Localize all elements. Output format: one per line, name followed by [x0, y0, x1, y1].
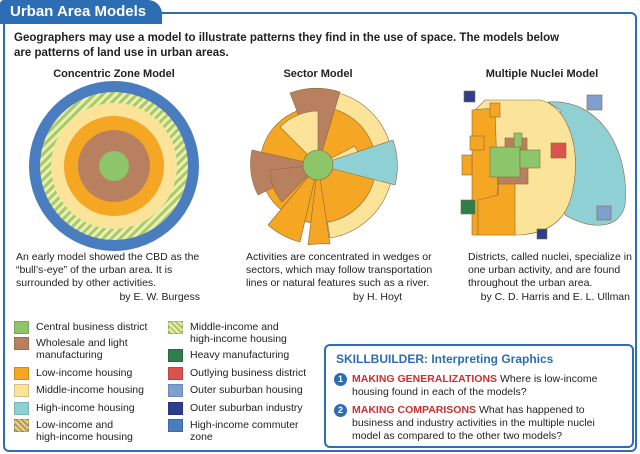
- sector-diagram: [250, 88, 398, 246]
- legend-swatch: [168, 419, 183, 432]
- skillbuilder-title: SKILLBUILDER: Interpreting Graphics: [336, 352, 554, 366]
- legend-label: Central business district: [36, 321, 148, 333]
- legend-item: High-income housing: [14, 402, 164, 415]
- legend-item: Middle-income housing: [14, 384, 164, 397]
- nuclei-diagram: [460, 90, 626, 240]
- header-tab: Urban Area Models: [0, 0, 163, 24]
- model-caption: Activities are concentrated in wedges or…: [246, 251, 433, 289]
- concentric-diagram: [29, 81, 199, 251]
- model-author: by H. Hoyt: [352, 291, 402, 303]
- model-caption: An early model showed the CBD as the “bu…: [16, 251, 200, 289]
- legend-label: Outer suburban housing: [190, 384, 303, 396]
- model-title: Concentric Zone Model: [53, 68, 175, 80]
- legend-swatch: [14, 321, 29, 334]
- legend-item: Low-income and high-income housing: [14, 419, 134, 443]
- legend-label: Low-income housing: [36, 367, 133, 379]
- legend-swatch: [168, 321, 183, 334]
- question-number: 1: [334, 373, 347, 386]
- question: 2 MAKING COMPARISONS What has happened t…: [334, 404, 626, 443]
- question-heading: MAKING COMPARISONS: [352, 404, 477, 416]
- legend-item: Middle-income and high-income housing: [168, 321, 288, 345]
- model-author: by E. W. Burgess: [119, 291, 200, 303]
- model-author: by C. D. Harris and E. L. Ullman: [480, 291, 630, 303]
- legend-swatch: [14, 419, 29, 432]
- model-caption: Districts, called nuclei, specialize in …: [468, 251, 632, 289]
- legend-label: Outer suburban industry: [190, 402, 303, 414]
- legend-label: Heavy manufacturing: [190, 349, 290, 361]
- legend-item: High-income commuter zone: [168, 419, 318, 443]
- question: 1 MAKING GENERALIZATIONS Where is low-in…: [334, 373, 626, 399]
- legend-label: Middle-income housing: [36, 384, 144, 396]
- legend-item: Outlying business district: [168, 367, 318, 380]
- legend-label: High-income commuter zone: [190, 419, 299, 443]
- legend-swatch: [14, 337, 29, 350]
- legend-swatch: [168, 367, 183, 380]
- legend-label: High-income housing: [36, 402, 135, 414]
- question-heading: MAKING GENERALIZATIONS: [352, 373, 498, 385]
- question-body: What has happened to business and indust…: [352, 404, 595, 442]
- legend-item: Central business district: [14, 321, 164, 334]
- question-text: MAKING COMPARISONS What has happened to …: [352, 404, 626, 443]
- legend-item: Wholesale and light manufacturing: [14, 337, 134, 361]
- legend-item: Outer suburban housing: [168, 384, 318, 397]
- legend-swatch: [168, 402, 183, 415]
- intro: Geographers may use a model to illustrat…: [14, 32, 560, 59]
- legend-item: Low-income housing: [14, 367, 164, 380]
- legend-item: Outer suburban industry: [168, 402, 318, 415]
- legend-swatch: [168, 384, 183, 397]
- legend-item: Heavy manufacturing: [168, 349, 318, 362]
- question-body: Where is low-income housing found in eac…: [352, 373, 598, 398]
- legend-swatch: [14, 402, 29, 415]
- legend-swatch: [168, 349, 183, 362]
- question-text: MAKING GENERALIZATIONS Where is low-inco…: [352, 373, 626, 399]
- legend-label: Wholesale and light manufacturing: [36, 337, 128, 361]
- skillbuilder: SKILLBUILDER: Interpreting Graphics 1 MA…: [324, 344, 634, 448]
- legend-label: Outlying business district: [190, 367, 307, 379]
- legend-swatch: [14, 367, 29, 380]
- legend-label: Middle-income and high-income housing: [190, 321, 287, 345]
- legend-label: Low-income and high-income housing: [36, 419, 133, 443]
- legend-swatch: [14, 384, 29, 397]
- model-title: Sector Model: [283, 68, 353, 80]
- question-number: 2: [334, 404, 347, 417]
- model-title: Multiple Nuclei Model: [485, 68, 599, 80]
